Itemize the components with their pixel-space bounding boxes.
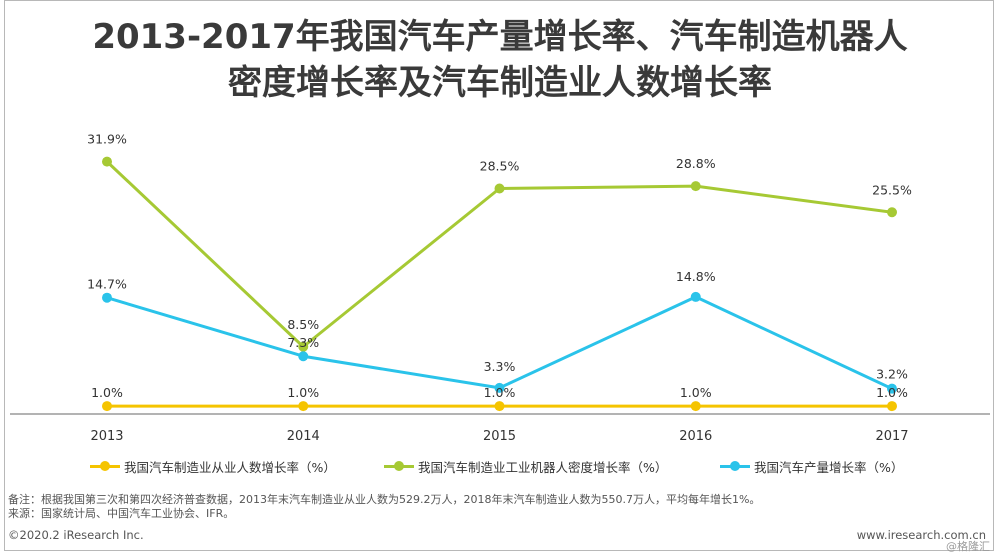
x-tick-label: 2015 (483, 429, 516, 444)
data-point-output (102, 292, 112, 303)
data-point-output (298, 351, 309, 362)
data-label-output: 3.2% (876, 367, 908, 382)
data-label-robot-density: 25.5% (872, 182, 912, 197)
chart-legend: 我国汽车制造业从业人数增长率（%） 我国汽车制造业工业机器人密度增长率（%） 我… (0, 457, 1000, 475)
x-tick-label: 2014 (287, 429, 320, 444)
legend-item-robot-density: 我国汽车制造业工业机器人密度增长率（%） (384, 457, 667, 475)
legend-swatch-output (720, 457, 750, 475)
x-tick-label: 2013 (90, 429, 123, 444)
data-label-employment: 1.0% (91, 385, 123, 400)
data-label-output: 14.8% (676, 269, 716, 284)
data-point-employment (887, 401, 897, 412)
copyright-text: ©2020.2 iResearch Inc. (8, 528, 144, 542)
data-label-robot-density: 28.5% (480, 159, 520, 174)
data-point-employment (298, 401, 309, 412)
data-point-robot-density (690, 181, 701, 192)
legend-label-output: 我国汽车产量增长率（%） (754, 459, 904, 475)
watermark-text: @格隆汇 (946, 540, 990, 553)
data-point-employment (494, 401, 505, 412)
data-point-employment (690, 401, 701, 412)
slide-frame (4, 0, 994, 551)
legend-item-employment: 我国汽车制造业从业人数增长率（%） (90, 457, 336, 475)
data-point-output (690, 291, 701, 302)
data-point-robot-density (887, 207, 897, 218)
data-label-output: 7.3% (287, 335, 319, 350)
data-label-robot-density: 31.9% (87, 132, 127, 147)
data-label-output: 14.7% (87, 277, 127, 292)
legend-label-robot-density: 我国汽车制造业工业机器人密度增长率（%） (418, 459, 668, 475)
chart-title-line-1: 2013-2017年我国汽车产量增长率、汽车制造机器人 (92, 17, 908, 57)
legend-dot (730, 461, 740, 471)
chart-title: 2013-2017年我国汽车产量增长率、汽车制造机器人 密度增长率及汽车制造业人… (0, 14, 1000, 106)
data-label-robot-density: 28.8% (676, 156, 716, 171)
legend-label-employment: 我国汽车制造业从业人数增长率（%） (124, 459, 336, 475)
x-tick-label: 2016 (679, 429, 712, 444)
legend-dot (394, 461, 404, 471)
data-point-robot-density (298, 341, 309, 352)
data-label-employment: 1.0% (287, 385, 319, 400)
data-label-employment: 1.0% (680, 385, 712, 400)
chart-title-line-2: 密度增长率及汽车制造业人数增长率 (228, 63, 772, 103)
legend-dot (100, 461, 110, 471)
legend-swatch-employment (90, 457, 120, 475)
data-label-employment: 1.0% (484, 385, 516, 400)
website-link[interactable]: www.iresearch.com.cn (856, 528, 986, 542)
legend-item-output: 我国汽车产量增长率（%） (720, 457, 903, 475)
note-text: 备注：根据我国第三次和第四次经济普查数据，2013年末汽车制造业从业人数为529… (8, 493, 761, 506)
x-tick-label: 2017 (875, 429, 908, 444)
data-label-robot-density: 8.5% (287, 317, 319, 332)
data-label-employment: 1.0% (876, 385, 908, 400)
data-point-robot-density (494, 183, 505, 194)
data-point-output (494, 382, 505, 393)
source-text: 来源：国家统计局、中国汽车工业协会、IFR。 (8, 507, 235, 520)
data-label-output: 3.3% (484, 359, 516, 374)
legend-swatch-robot-density (384, 457, 414, 475)
data-point-robot-density (102, 156, 112, 167)
series-line-output (105, 295, 894, 391)
data-point-employment (102, 401, 112, 412)
data-point-output (887, 383, 897, 394)
